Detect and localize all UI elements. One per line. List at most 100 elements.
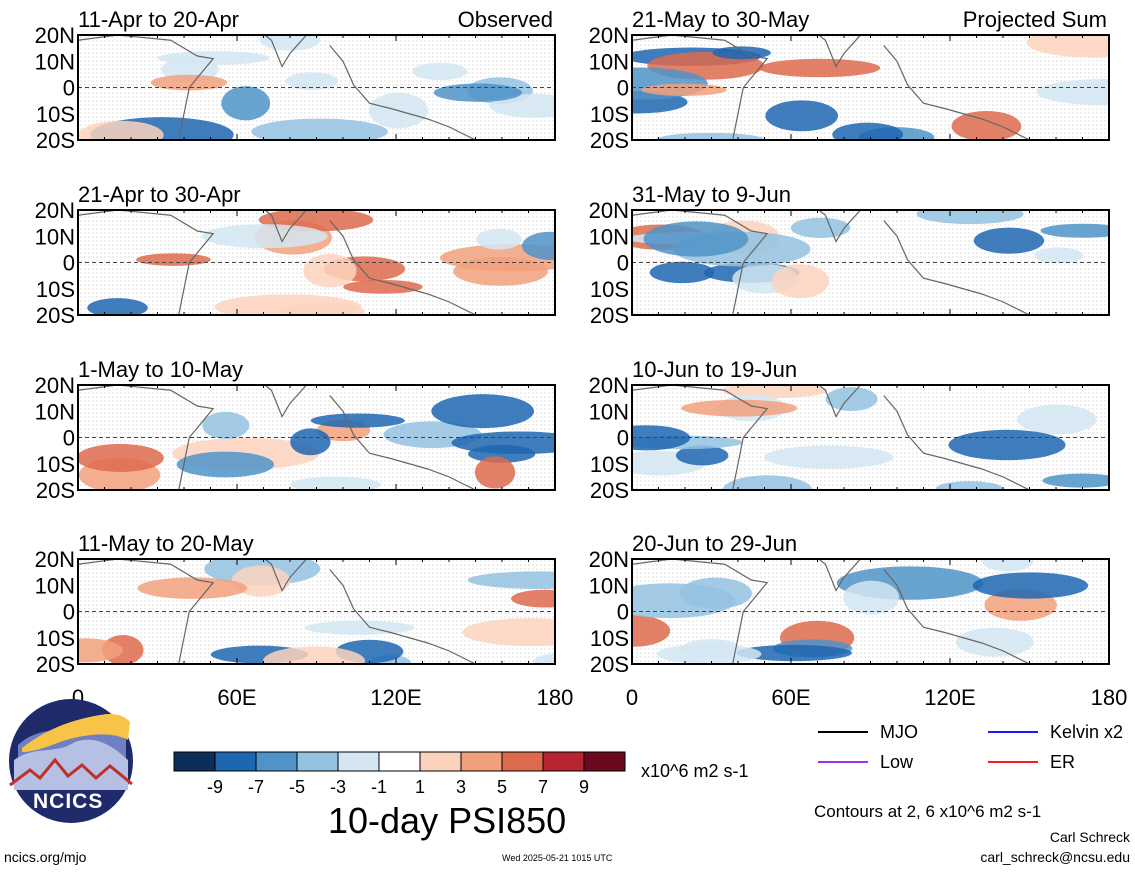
lat-label: 20N [35,373,75,398]
colorbar-swatch [337,751,380,772]
anomaly-blob [521,231,555,260]
lat-label: 20S [36,478,75,503]
anomaly-blob [1036,79,1109,106]
panel-title: 10-Jun to 19-Jun [632,357,797,382]
anomaly-blob [78,638,123,663]
colorbar-tick: 5 [497,777,507,797]
anomaly-blob [412,62,468,81]
lat-label: 10S [36,452,75,477]
anomaly-blob [790,217,851,238]
chart-title: 10-day PSI850 [328,800,567,841]
lat-label: 20N [589,198,629,223]
colorbar-tick: 9 [579,777,589,797]
anomaly-blob [343,279,423,294]
lat-label: 20S [36,128,75,153]
lat-label: 20N [35,547,75,572]
anomaly-blob [1017,404,1097,435]
anomaly-blob [1040,223,1109,238]
logo-text: NCICS [33,790,104,813]
lat-label: 10S [590,277,629,302]
panel-title: 1-May to 10-May [78,357,243,382]
anomaly-blob [290,428,331,456]
anomaly-blob [87,298,148,315]
anomaly-blob [78,443,164,472]
anomaly-shading [632,210,1109,299]
lat-label: 20N [35,198,75,223]
anomaly-blob [290,476,382,490]
lat-label: 0 [617,76,629,101]
colorbar-swatch [419,751,462,772]
anomaly-blob [259,35,321,51]
colorbar-tick: -9 [207,777,223,797]
anomaly-blob [304,620,415,635]
anomaly-blob [1033,247,1084,264]
lon-label: 120E [924,685,975,710]
anomaly-blob [656,644,762,664]
lon-label: 0 [626,685,638,710]
anomaly-blob [771,264,829,299]
colorbar-swatch [296,751,339,772]
footer-email[interactable]: carl_schreck@ncsu.edu [980,849,1130,865]
lat-label: 10N [35,399,75,424]
anomaly-blob [533,653,555,664]
lat-label: 10S [36,277,75,302]
anomaly-blob [150,74,228,91]
lat-label: 10S [590,626,629,651]
anomaly-blob [202,411,250,439]
anomaly-blob [439,244,555,272]
lat-label: 20S [590,128,629,153]
anomaly-blob [431,394,535,429]
lat-label: 0 [63,251,75,276]
anomaly-blob [765,100,838,132]
lat-label: 10N [589,399,629,424]
lat-label: 0 [617,426,629,451]
footer-url[interactable]: ncics.org/mjo [4,849,87,865]
lat-label: 10N [589,49,629,74]
legend-label: Kelvin x2 [1050,722,1123,742]
anomaly-blob [972,572,1089,599]
anomaly-blob [632,583,736,619]
anomaly-blob [643,221,749,257]
colorbar-tick: -1 [371,777,387,797]
colorbar-tick: 1 [415,777,425,797]
footer-author: Carl Schreck [1049,829,1130,845]
anomaly-blob [251,118,388,140]
colorbar-swatch [460,751,503,772]
anomaly-blob [285,72,339,91]
lat-label: 10S [590,452,629,477]
anomaly-blob [832,122,904,140]
lat-label: 20S [36,303,75,328]
anomaly-blob [935,481,1003,490]
lat-label: 0 [617,251,629,276]
anomaly-blob [759,58,881,78]
anomaly-blob [467,571,555,589]
legend-label: MJO [880,722,918,742]
anomaly-blob [1026,35,1109,58]
colorbar-swatch [583,751,626,772]
lat-label: 20N [589,547,629,572]
colorbar-swatch [378,751,421,772]
lat-label: 20S [590,303,629,328]
panel-title: 21-May to 30-May [632,7,809,32]
colorbar-units: x10^6 m2 s-1 [641,761,749,781]
anomaly-blob [763,445,894,469]
anomaly-shading [78,394,555,490]
ncics-logo [9,699,133,823]
anomaly-blob [468,444,536,463]
lon-label: 120E [370,685,421,710]
panel-title: 11-May to 20-May [78,531,254,556]
lat-label: 20N [589,373,629,398]
anomaly-blob [303,253,357,288]
lat-label: 10N [589,224,629,249]
colorbar-tick: -5 [289,777,305,797]
anomaly-blob [736,644,852,662]
anomaly-blob [462,618,555,647]
legend-label: ER [1050,752,1075,772]
panel-title: 31-May to 9-Jun [632,182,791,207]
